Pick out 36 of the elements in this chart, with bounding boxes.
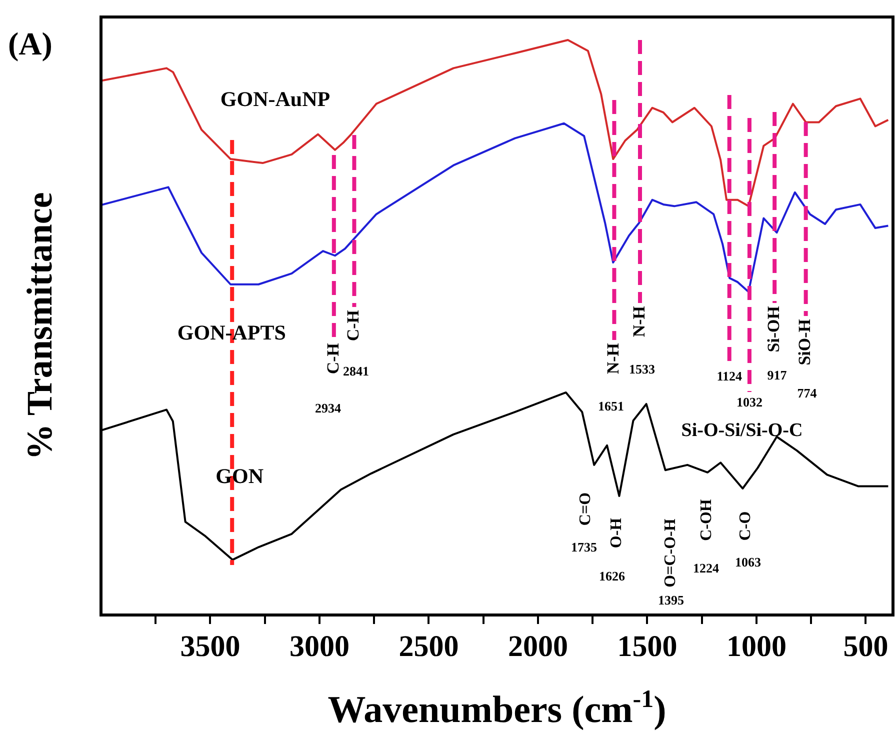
ref-line-label: 1124: [716, 368, 742, 384]
x-tick-label: 2500: [398, 630, 459, 663]
annotation: C-O: [737, 511, 754, 541]
ref-line-label: 1032: [736, 394, 762, 410]
annotation: 1735: [571, 539, 598, 554]
x-tick-label: 1000: [726, 630, 786, 663]
annotation: O=C-O-H: [662, 518, 680, 588]
annotation: 1395: [658, 592, 684, 608]
annotation: 2934: [315, 400, 342, 416]
ref-line-label: SiO-H: [795, 318, 814, 366]
annotation: 1224: [693, 560, 720, 576]
x-tick-label: 500: [843, 630, 888, 663]
annotation: Si-O-Si/Si-O-C: [681, 420, 803, 441]
chart-title: (A): [8, 25, 52, 62]
annotation: 1063: [735, 554, 762, 570]
annotation: O-H: [608, 517, 626, 548]
ref-line-label: N-H: [629, 306, 648, 338]
ref-line-label: N-H: [604, 342, 623, 374]
ref-line-label: C-H: [323, 342, 342, 374]
annotation: 774: [797, 385, 818, 400]
annotation: C-OH: [698, 498, 716, 541]
annotation: 1533: [629, 361, 656, 376]
annotation: 917: [767, 367, 788, 382]
series-label: GON-AuNP: [220, 87, 330, 112]
annotation: 2841: [343, 363, 369, 378]
annotation: C=O: [577, 492, 594, 526]
x-tick-label: 3000: [289, 630, 350, 663]
x-tick-label: 2000: [508, 630, 568, 663]
ref-line-label: Si-OH: [764, 306, 783, 352]
annotation: 1626: [599, 568, 626, 584]
annotation: 1651: [598, 398, 624, 414]
x-tick-label: 3500: [180, 630, 240, 663]
y-axis-title: % Transmittance: [19, 192, 60, 460]
series-label: GON: [216, 464, 264, 488]
ref-line-label: C-H: [344, 310, 363, 342]
x-tick-label: 1500: [617, 630, 678, 663]
